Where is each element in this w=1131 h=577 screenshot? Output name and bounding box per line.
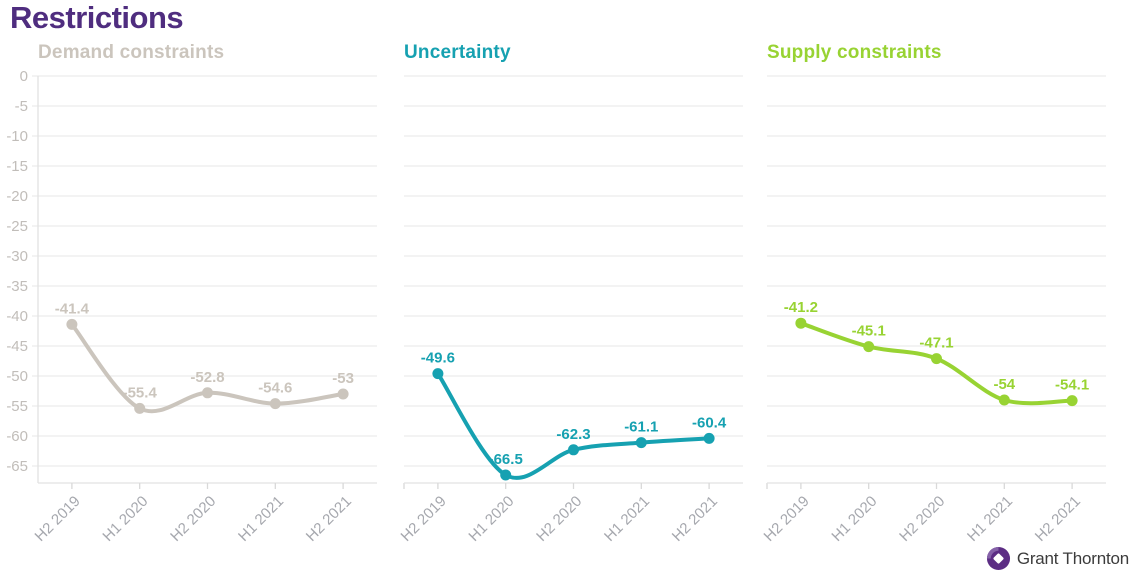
grant-thornton-logo: Grant Thornton [986,546,1129,571]
y-tick-label: -35 [6,278,28,295]
data-point-label: -53 [332,370,354,387]
chart-title-demand-constraints: Demand constraints [38,42,225,63]
x-tick-label: H2 2019 [398,493,450,545]
data-point-label: -49.6 [421,350,455,367]
x-tick-label: H2 2019 [761,493,813,545]
x-tick-label: H2 2020 [533,493,585,545]
x-tick-label: H2 2021 [669,493,721,545]
x-tick-label: H1 2021 [235,493,287,545]
x-tick-label: H2 2019 [32,493,84,545]
grant-thornton-orb-icon [986,546,1010,571]
data-point-label: -66.5 [489,451,523,468]
y-tick-label: -5 [15,98,28,115]
data-point [432,368,444,380]
y-tick-label: -60 [6,428,28,445]
y-tick-label: -30 [6,248,28,265]
data-point-label: -60.4 [692,414,727,431]
y-tick-label: -10 [6,128,28,145]
x-tick-label: H1 2020 [465,493,517,545]
data-point [931,353,942,365]
x-tick-label: H1 2021 [601,493,653,545]
chart-title-uncertainty: Uncertainty [404,42,511,63]
orb-diamond [993,553,1004,564]
data-point-label: -45.1 [852,323,886,340]
y-tick-label: -15 [6,158,28,175]
x-tick-label: H2 2020 [167,493,219,545]
data-point-label: -54.6 [258,380,292,397]
data-point [998,394,1010,406]
x-tick-label: H1 2021 [964,493,1016,545]
x-tick-label: H1 2020 [99,493,151,545]
x-tick-label: H2 2021 [303,493,355,545]
grant-thornton-logo-text: Grant Thornton [1016,548,1129,568]
data-point-label: -54.1 [1055,377,1089,394]
data-point [66,318,78,330]
data-point [863,341,875,353]
x-tick-label: H2 2021 [1032,493,1084,545]
data-point [703,432,715,444]
data-point [337,388,349,400]
data-point [635,437,647,449]
data-point [500,469,512,481]
y-tick-label: -55 [6,398,28,415]
data-point [1066,395,1078,407]
data-point-label: -52.8 [190,369,224,386]
data-point-label: -47.1 [919,335,953,352]
data-point-label: -41.2 [784,299,818,316]
series-line [435,371,712,480]
data-point-label: -41.4 [55,300,90,317]
chart-uncertainty: H2 2019 H1 2020 H2 2020 H1 2021 H2 2021 -49.6… [398,75,743,545]
data-point [568,444,579,456]
chart-title-supply-constraints: Supply constraints [767,42,942,63]
y-tick-label: -45 [6,338,28,355]
data-point [269,398,281,410]
data-point-label: -62.3 [556,426,590,443]
y-tick-label: -50 [6,368,28,385]
data-point-label: -61.1 [624,419,658,436]
y-tick-label: -65 [6,458,28,475]
x-tick-label: H1 2020 [828,493,880,545]
x-tick-label: H2 2020 [896,493,948,545]
chart-supply-constraints: H2 2019 H1 2020 H2 2020 H1 2021 H2 2021 -41.2… [761,75,1106,545]
data-point [134,402,146,414]
data-point-label: -55.4 [123,384,158,401]
data-point [795,317,807,329]
data-point-label: -54 [993,376,1015,393]
chart-demand-constraints: 0 -5 -10 -15 -20 -25 -30 -35 -40 -45 -50 -55 -60 -65 H… [6,68,377,545]
y-tick-label: 0 [20,68,28,85]
data-point [202,387,213,399]
page-title: Restrictions [10,0,184,35]
y-tick-label: -40 [6,308,28,325]
y-tick-label: -25 [6,218,28,235]
y-tick-label: -20 [6,188,28,205]
